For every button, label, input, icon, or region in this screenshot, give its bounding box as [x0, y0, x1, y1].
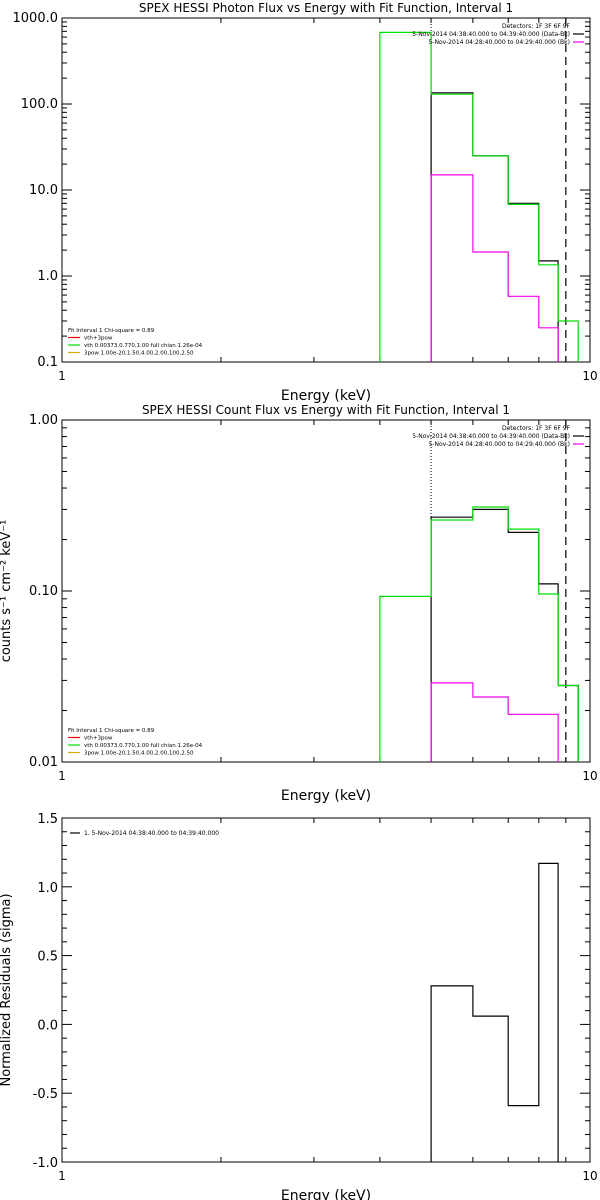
- legend-bottom-left-line: vth+3pow: [84, 336, 113, 342]
- y-tick-label: -0.5: [33, 1087, 58, 1102]
- x-tick-label: 10: [582, 769, 597, 783]
- series-3-step-line: [430, 174, 559, 362]
- chart-title: SPEX HESSI Count Flux vs Energy with Fit…: [142, 403, 510, 417]
- legend-bottom-left-line: Fit Interval 1 Chi-square = 0.89: [68, 328, 155, 334]
- plot-frame: [61, 17, 591, 363]
- x-axis-label: Energy (keV): [281, 388, 371, 404]
- y-tick-label: 0.0: [37, 1018, 58, 1033]
- x-tick-label: 1: [58, 369, 66, 383]
- chart-title: SPEX HESSI Photon Flux vs Energy with Fi…: [139, 1, 513, 15]
- legend-top-right-line: Detectors: 1F 3F 6F 9F: [502, 425, 571, 432]
- y-tick-label: 0.5: [37, 950, 58, 965]
- series-1-step-line: [430, 862, 559, 1162]
- y-axis-label: counts s⁻¹ cm⁻² keV⁻¹: [0, 520, 14, 663]
- x-tick-label: 10: [582, 1169, 597, 1183]
- legend-top-right-line: 5-Nov-2014 04:38:40.000 to 04:39:40.000 …: [412, 31, 570, 38]
- y-tick-label: 100.0: [21, 97, 58, 112]
- legend-top-right-line: 5-Nov-2014 04:28:40.000 to 04:29:40.000 …: [428, 441, 570, 448]
- legend-bottom-left-line: 3pow 1.00e-20,1.50,4.00,2.00,100,2.50: [84, 751, 194, 757]
- x-tick-label: 1: [58, 1169, 66, 1183]
- legend-top-left-line: 1. 5-Nov-2014 04:38:40.000 to 04:39:40.0…: [84, 830, 219, 837]
- legend-bottom-left-line: 3pow 1.00e-20,1.50,4.00,2.00,100,2.50: [84, 351, 194, 357]
- series-2-step-line: [379, 31, 579, 362]
- chart-panel-1: SPEX HESSI Photon Flux vs Energy with Fi…: [13, 1, 598, 404]
- legend-top-right-line: Detectors: 1F 3F 6F 9F: [502, 23, 571, 30]
- y-tick-label: 1.0: [37, 881, 58, 896]
- legend-top-right-line: 5-Nov-2014 04:38:40.000 to 04:39:40.000 …: [412, 433, 570, 440]
- legend-bottom-left-line: vth 0.00373,0.770,1.00 full chian 1.26e-…: [84, 343, 203, 349]
- chart-panel-2: SPEX HESSI Count Flux vs Energy with Fit…: [0, 403, 598, 804]
- y-tick-label: 0.01: [29, 755, 58, 770]
- plot-frame: [61, 419, 591, 763]
- legend-bottom-left-line: vth 0.00373,0.770,1.00 full chian 1.26e-…: [84, 743, 203, 749]
- y-tick-label: -1.0: [33, 1156, 58, 1171]
- chart-panel-3: 1 10 Energy (keV) -1.0 -0.5 0.0 0.5 1.0 1.5 Norma…: [0, 812, 598, 1200]
- x-axis-label: Energy (keV): [281, 788, 371, 804]
- plot-frame: [61, 817, 591, 1163]
- legend-bottom-left-line: vth+3pow: [84, 736, 113, 742]
- series-2-step-line: [379, 506, 579, 762]
- y-axis-label: Normalized Residuals (sigma): [0, 893, 14, 1086]
- x-tick-label: 10: [582, 369, 597, 383]
- y-tick-label: 0.10: [29, 584, 58, 599]
- y-tick-label: 0.1: [37, 355, 58, 370]
- legend-top-right-line: 5-Nov-2014 04:28:40.000 to 04:29:40.000 …: [428, 39, 570, 46]
- y-tick-label: 10.0: [29, 183, 58, 198]
- series-1-step-line: [430, 508, 579, 762]
- series-3-step-line: [430, 682, 559, 762]
- x-tick-label: 1: [58, 769, 66, 783]
- y-tick-label: 1.00: [29, 413, 58, 428]
- y-tick-label: 1.0: [37, 269, 58, 284]
- legend-bottom-left-line: Fit Interval 1 Chi-square = 0.89: [68, 728, 155, 734]
- x-axis-label: Energy (keV): [281, 1188, 371, 1200]
- y-tick-label: 1.5: [37, 812, 58, 827]
- y-tick-label: 1000.0: [13, 11, 59, 26]
